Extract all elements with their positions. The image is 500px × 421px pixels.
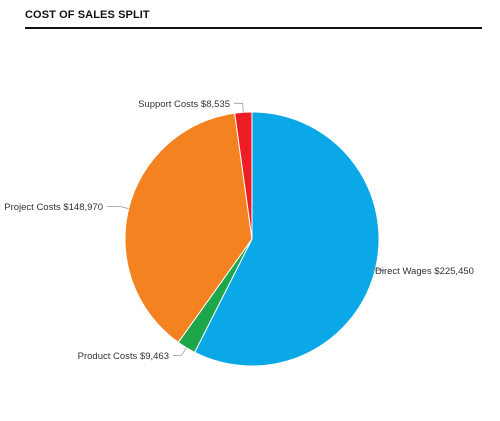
slice-label-project-costs: Project Costs $148,970 bbox=[4, 202, 103, 213]
pie-slice-direct-wages[interactable] bbox=[194, 111, 380, 367]
pie-leader-lines bbox=[107, 102, 385, 356]
leader-line-support-costs bbox=[234, 102, 244, 113]
leader-line-project-costs bbox=[107, 206, 129, 209]
leader-line-direct-wages bbox=[372, 268, 385, 271]
pie-slice-labels: Direct Wages $225,450 Product Costs $9,46… bbox=[4, 99, 474, 362]
slice-label-direct-wages: Direct Wages $225,450 bbox=[375, 266, 474, 277]
slice-label-product-costs: Product Costs $9,463 bbox=[78, 351, 169, 362]
pie-slices bbox=[124, 111, 380, 367]
pie-slice-project-costs[interactable] bbox=[124, 112, 253, 344]
widget-title: COST OF SALES SPLIT bbox=[25, 9, 150, 21]
title-divider bbox=[25, 27, 482, 29]
leader-line-product-costs bbox=[173, 347, 187, 356]
slice-label-support-costs: Support Costs $8,535 bbox=[138, 99, 230, 110]
